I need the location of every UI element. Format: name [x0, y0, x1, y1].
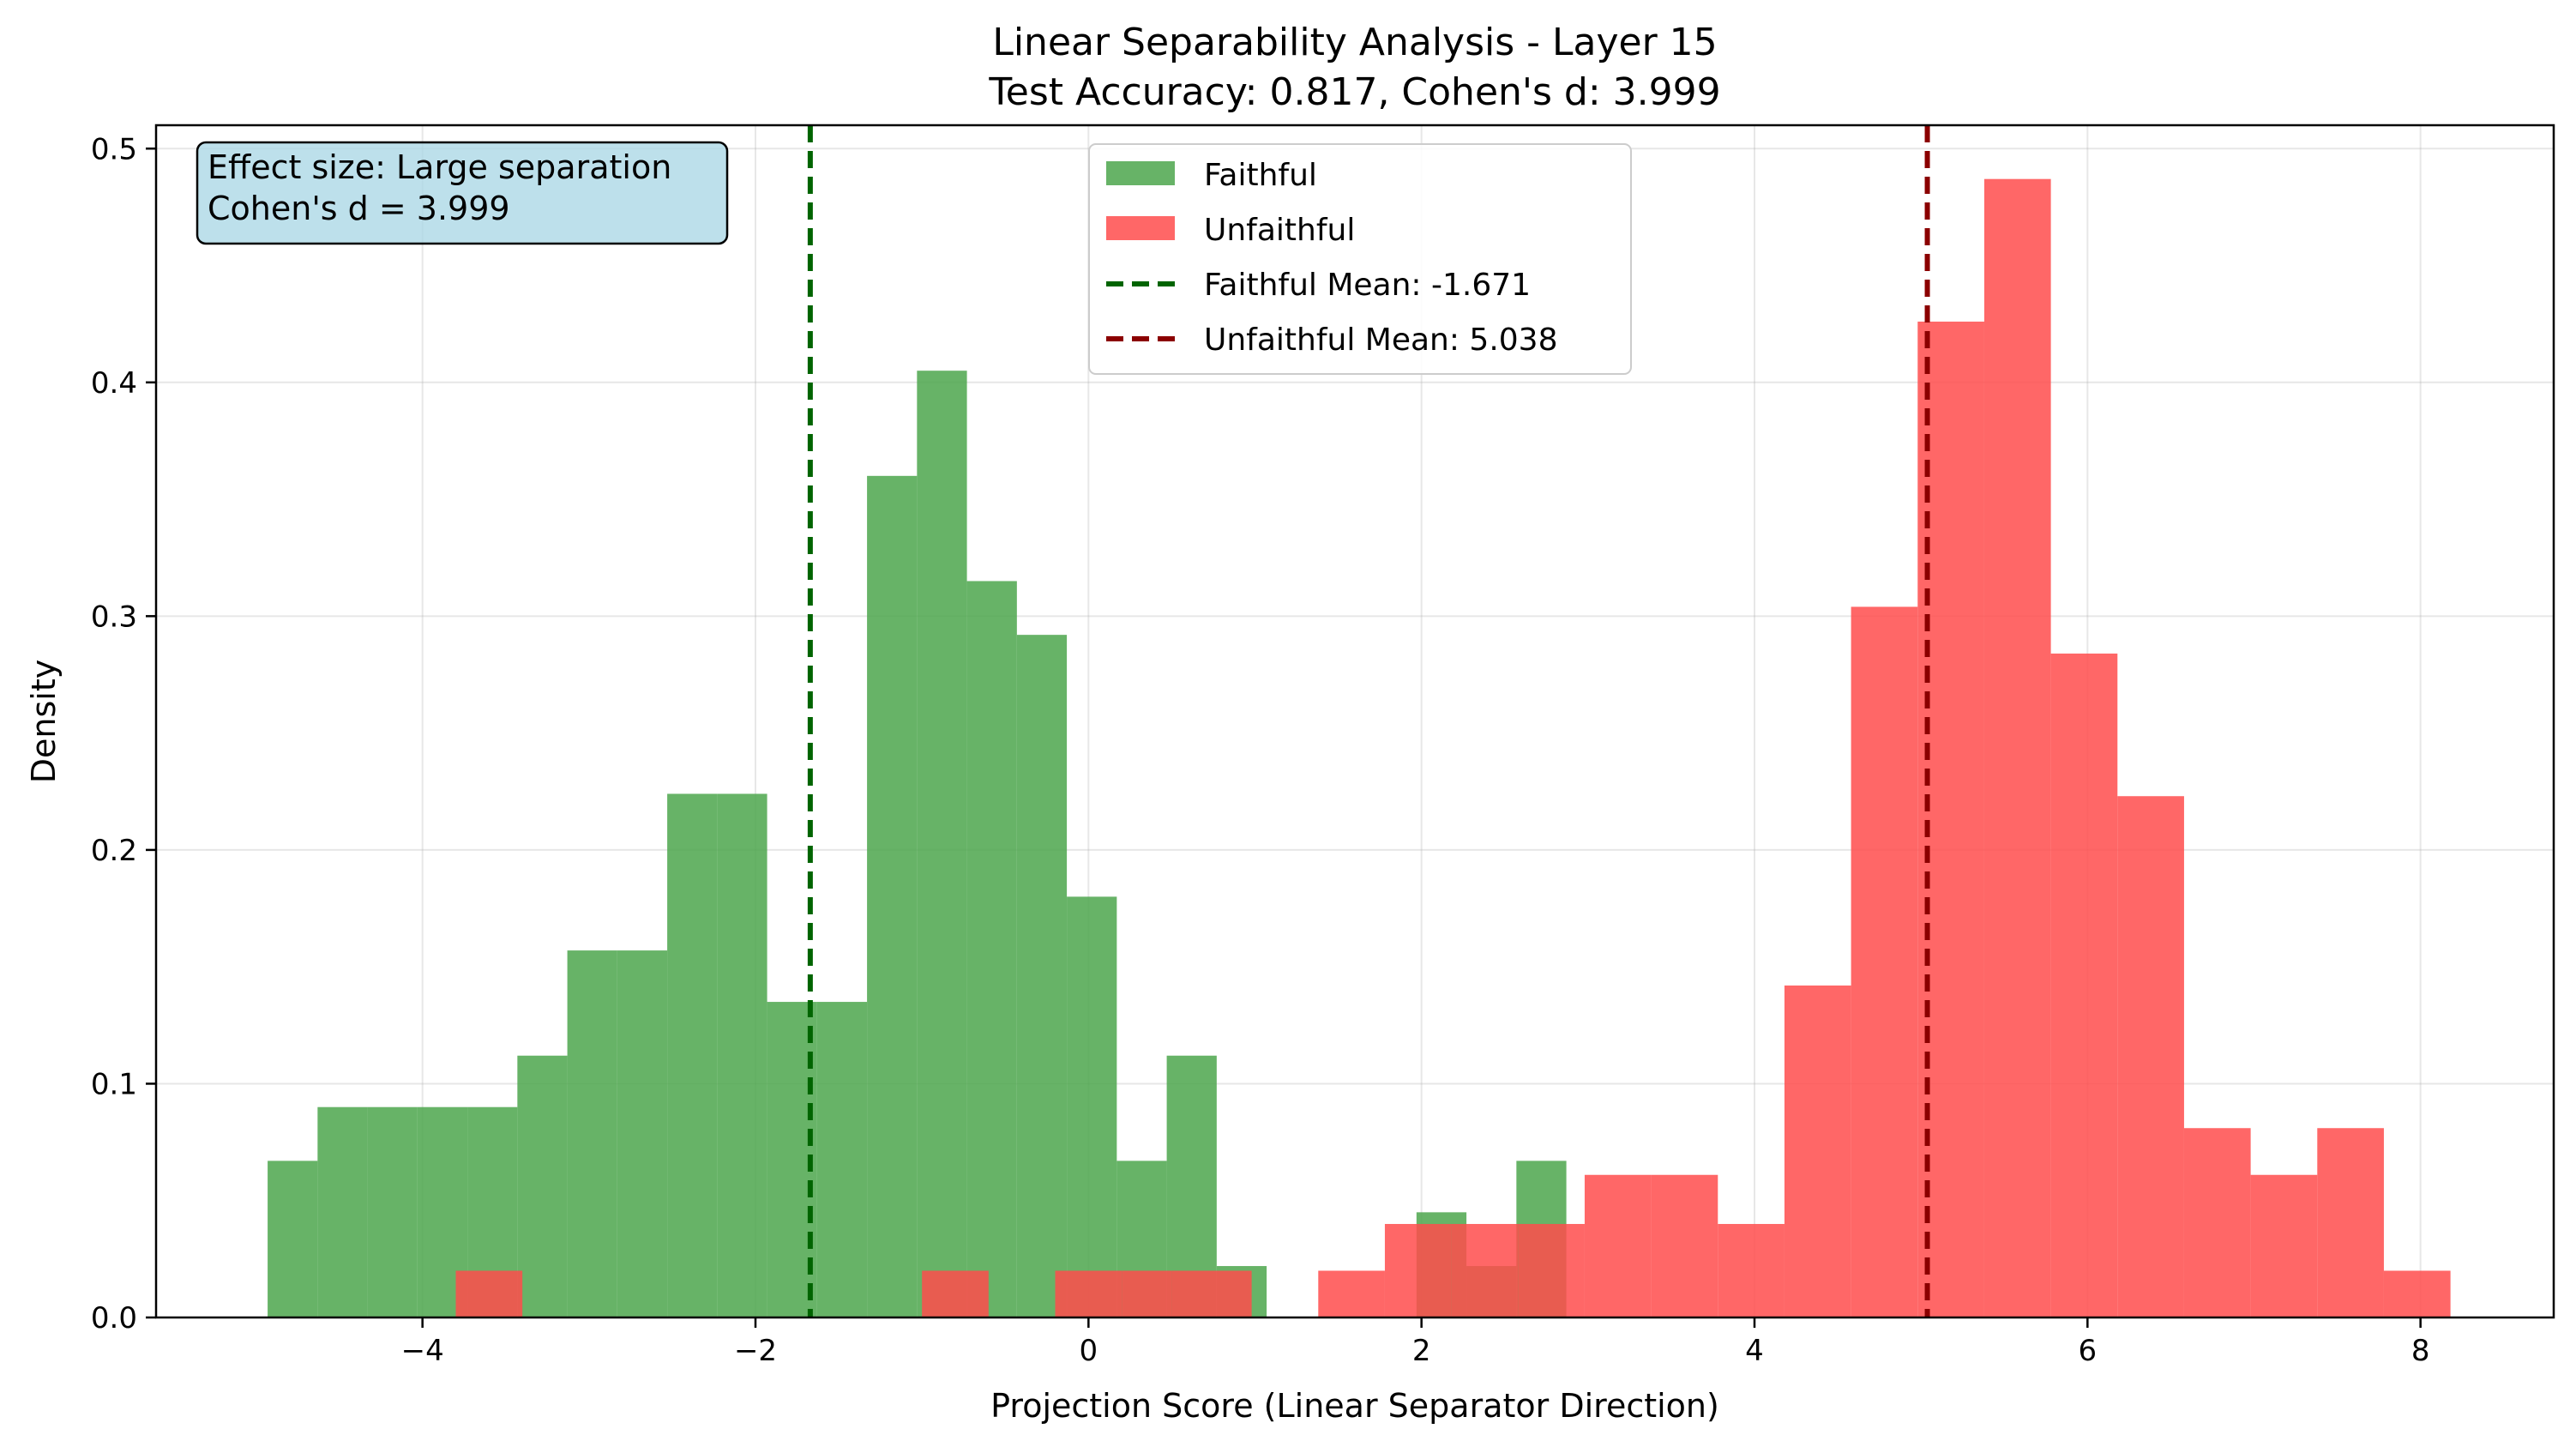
bar-unfaithful [455, 1270, 523, 1317]
bar-unfaithful [1651, 1174, 1718, 1317]
bar-unfaithful [922, 1270, 989, 1317]
x-tick-label: 2 [1412, 1334, 1431, 1368]
bar-unfaithful [2383, 1270, 2451, 1317]
bar-faithful [268, 1161, 318, 1317]
annotation-line2: Cohen's d = 3.999 [208, 190, 510, 227]
chart-title-line2: Test Accuracy: 0.817, Cohen's d: 3.999 [988, 70, 1720, 114]
bar-faithful [617, 950, 668, 1317]
legend-label-faithful-mean: Faithful Mean: -1.671 [1204, 268, 1531, 303]
bar-unfaithful [1851, 606, 1918, 1317]
bar-faithful [567, 950, 617, 1317]
histogram-bars [268, 178, 2451, 1317]
axis-ticks: −4 −2 0 2 4 6 8 0.0 0.1 0.2 0.3 0.4 0.5 [91, 132, 2430, 1368]
bar-faithful [717, 793, 767, 1317]
legend: Faithful Unfaithful Faithful Mean: -1.67… [1088, 143, 1632, 375]
x-tick-label: −4 [401, 1334, 444, 1368]
bar-unfaithful [2250, 1174, 2318, 1317]
legend-label-unfaithful: Unfaithful [1204, 213, 1355, 248]
y-tick-label: 0.0 [91, 1301, 137, 1335]
x-tick-label: −2 [734, 1334, 777, 1368]
bar-unfaithful [1055, 1270, 1122, 1317]
bar-faithful [1067, 896, 1117, 1317]
bar-unfaithful [1784, 985, 1851, 1317]
y-tick-label: 0.5 [91, 132, 137, 166]
annotation-box [196, 141, 729, 245]
annotation-line1: Effect size: Large separation [208, 148, 671, 186]
mean-lines [807, 125, 1930, 1317]
x-tick-label: 8 [2411, 1334, 2430, 1368]
bar-unfaithful [1122, 1270, 1172, 1317]
bar-faithful [917, 371, 967, 1317]
x-axis-label: Projection Score (Linear Separator Direc… [990, 1387, 1719, 1425]
bar-faithful [816, 1002, 868, 1317]
bar-unfaithful [1171, 1270, 1252, 1317]
legend-swatch-unfaithful [1106, 216, 1175, 240]
y-axis-label: Density [25, 660, 63, 783]
x-tick-label: 6 [2079, 1334, 2098, 1368]
x-tick-label: 0 [1080, 1334, 1098, 1368]
bar-unfaithful [1518, 1223, 1585, 1317]
chart-title-line1: Linear Separability Analysis - Layer 15 [992, 21, 1717, 64]
bar-faithful [867, 475, 918, 1317]
x-tick-label: 4 [1745, 1334, 1764, 1368]
bar-faithful [966, 581, 1017, 1317]
y-tick-label: 0.1 [91, 1067, 137, 1101]
y-tick-label: 0.4 [91, 366, 137, 401]
bar-unfaithful [1318, 1270, 1385, 1317]
y-tick-label: 0.2 [91, 834, 137, 868]
bar-unfaithful [2183, 1128, 2251, 1317]
legend-label-faithful: Faithful [1204, 158, 1317, 193]
bar-unfaithful [1983, 178, 2051, 1317]
bar-unfaithful [1584, 1174, 1652, 1317]
legend-label-unfaithful-mean: Unfaithful Mean: 5.038 [1204, 323, 1558, 358]
bar-unfaithful [2050, 653, 2118, 1317]
y-tick-label: 0.3 [91, 600, 137, 634]
bar-unfaithful [1384, 1223, 1452, 1317]
bar-unfaithful [1451, 1223, 1519, 1317]
legend-frame [1088, 143, 1632, 375]
bar-faithful [1016, 635, 1068, 1317]
effect-size-annotation: Effect size: Large separation Cohen's d … [196, 141, 729, 245]
bar-unfaithful [2317, 1128, 2384, 1317]
bar-unfaithful [2117, 796, 2184, 1317]
bar-faithful [517, 1055, 568, 1317]
bar-unfaithful [1718, 1223, 1785, 1317]
plot-frame [154, 124, 2555, 1319]
bar-faithful [317, 1106, 368, 1317]
bar-faithful [667, 793, 718, 1317]
bar-faithful [367, 1106, 418, 1317]
legend-swatch-faithful [1106, 161, 1175, 185]
